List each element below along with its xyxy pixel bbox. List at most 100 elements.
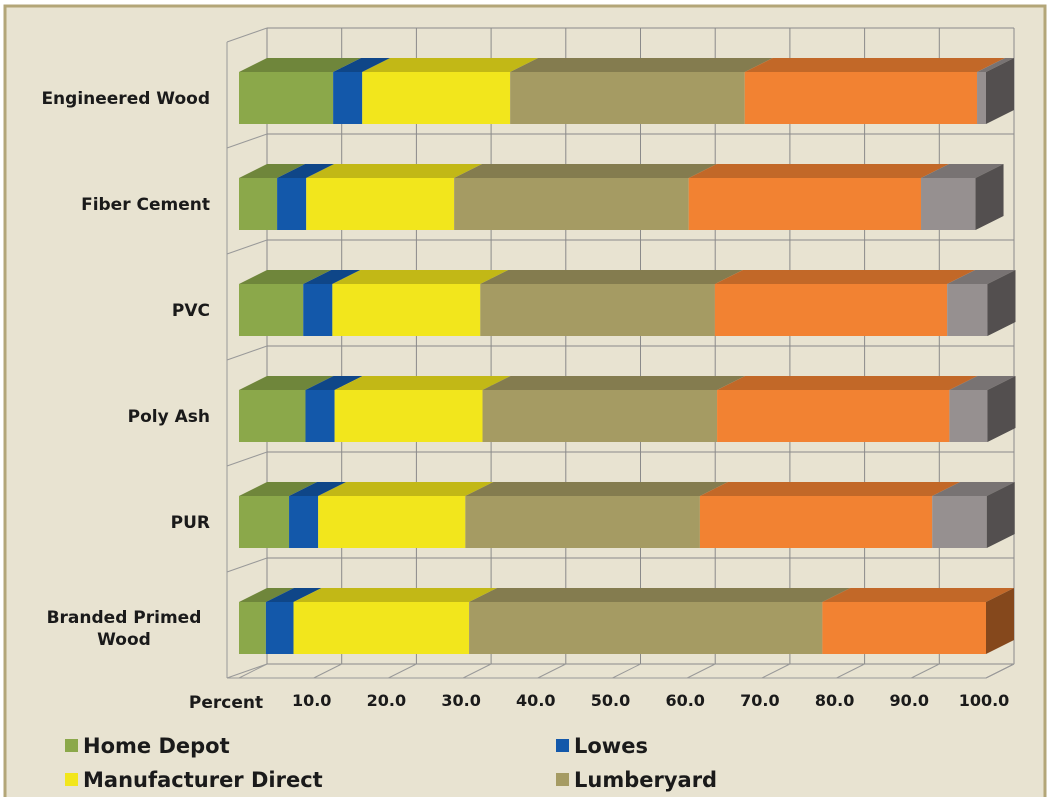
x-tick-label: 50.0 [591, 691, 630, 710]
bar-top-lowes [277, 164, 335, 178]
bar-segment-lowes [305, 390, 335, 442]
bar-top-lowes [265, 588, 322, 602]
bar-top-lumberyard [469, 588, 851, 602]
legend-label: Manufacturer Direct [83, 768, 323, 792]
bar-segment-manufacturer-direct [293, 602, 470, 654]
floor [227, 663, 1015, 679]
bar-segment-lowes [277, 178, 307, 230]
bar-top-home-depot [239, 164, 306, 178]
bar-segment-manufacturer-direct [334, 390, 483, 442]
bar-top-manufacturer-direct [332, 270, 509, 284]
floor-tick [537, 663, 567, 679]
bar-segment-lumberyard [454, 178, 689, 230]
bar-segment-other-gray [932, 496, 987, 548]
floor-tick [761, 663, 791, 679]
category-label: Fiber Cement [81, 195, 210, 215]
legend-swatch [556, 739, 569, 752]
legend-item-lowes: Lowes [556, 734, 648, 758]
bar-segment-manufacturer-direct [306, 178, 455, 230]
legend-swatch [65, 773, 78, 786]
bar-top-manufacturer-direct [293, 588, 498, 602]
floor-tick [686, 663, 716, 679]
bar-top-lumberyard [510, 58, 773, 72]
bar-segment-other-gray [921, 178, 976, 230]
bar-segment-home-depot [239, 178, 278, 230]
bar-segment-other-orange [714, 284, 948, 336]
legend-label: Lowes [574, 734, 648, 758]
legend: Home Depot Lowes Manufacturer Direct Lumber… [65, 734, 717, 792]
bar-top-manufacturer-direct [318, 482, 494, 496]
bar-segment-home-depot [239, 72, 334, 124]
x-tick-label: 20.0 [367, 691, 406, 710]
bar-top-lowes [333, 58, 391, 72]
x-tick-label: 40.0 [516, 691, 555, 710]
bar-segment-lumberyard [510, 72, 745, 124]
bar-segment-home-depot [239, 284, 304, 336]
legend-item-lumberyard: Lumberyard [556, 768, 717, 792]
bar-top-manufacturer-direct [306, 164, 483, 178]
bar-side [986, 58, 1014, 124]
bar-row-branded-primed-wood [239, 588, 1014, 654]
bar-top-other-orange [717, 376, 978, 390]
legend-label: Home Depot [83, 734, 230, 758]
legend-swatch [556, 773, 569, 786]
bar-row-pvc [239, 270, 1016, 336]
floor-tick [388, 663, 417, 679]
bar-top-other-orange [714, 270, 976, 284]
bar-row-fiber-cement [239, 164, 1004, 230]
floor-tick [238, 663, 268, 679]
x-tick-label: 70.0 [740, 691, 779, 710]
bar-segment-other-orange [688, 178, 922, 230]
bar-top-other-gray [947, 270, 1016, 284]
bar-top-other-gray [932, 482, 1015, 496]
bar-side [987, 270, 1016, 336]
x-tick-label: 10.0 [292, 691, 331, 710]
bar-top-lumberyard [465, 482, 728, 496]
bar-top-home-depot [239, 482, 318, 496]
bar-segment-home-depot [239, 602, 266, 654]
bars [239, 58, 1016, 654]
bar-side [975, 164, 1004, 230]
x-tick-label: 90.0 [890, 691, 929, 710]
floor-tick [462, 663, 492, 679]
category-label: PUR [171, 513, 210, 533]
bar-top-lowes [289, 482, 347, 496]
legend-item-home-depot: Home Depot [65, 734, 230, 758]
bar-top-other-orange [822, 588, 1014, 602]
bar-segment-home-depot [239, 390, 306, 442]
bar-side [986, 482, 1015, 548]
bar-top-lowes [305, 376, 363, 390]
legend-label: Lumberyard [574, 768, 717, 792]
bar-side [986, 588, 1014, 654]
bar-segment-manufacturer-direct [318, 496, 466, 548]
bar-top-manufacturer-direct [334, 376, 511, 390]
bar-segment-other-gray [977, 72, 986, 124]
legend-swatch [65, 739, 78, 752]
wall-diagonal [226, 451, 268, 467]
bar-top-home-depot [239, 376, 334, 390]
bar-top-other-orange [688, 164, 950, 178]
bar-top-other-gray [977, 58, 1014, 72]
x-axis-label: Percent [189, 693, 263, 713]
floor-tick [911, 663, 940, 679]
bar-segment-lumberyard [480, 284, 715, 336]
category-label: PVC [172, 301, 210, 321]
wall-diagonal [226, 133, 268, 149]
bar-segment-home-depot [239, 496, 290, 548]
bar-segment-lowes [333, 72, 363, 124]
bar-segment-other-orange [822, 602, 986, 654]
legend-item-manufacturer-direct: Manufacturer Direct [65, 768, 323, 792]
bar-segment-manufacturer-direct [362, 72, 511, 124]
bar-segment-lowes [303, 284, 333, 336]
x-tick-label: 60.0 [665, 691, 704, 710]
bar-segment-lumberyard [469, 602, 823, 654]
bar-side [987, 376, 1016, 442]
wall-diagonal [226, 27, 268, 43]
bar-segment-other-orange [699, 496, 933, 548]
category-label: Engineered Wood [41, 89, 210, 109]
bar-segment-other-orange [744, 72, 978, 124]
bar-top-lowes [303, 270, 361, 284]
floor-tick [313, 663, 342, 679]
